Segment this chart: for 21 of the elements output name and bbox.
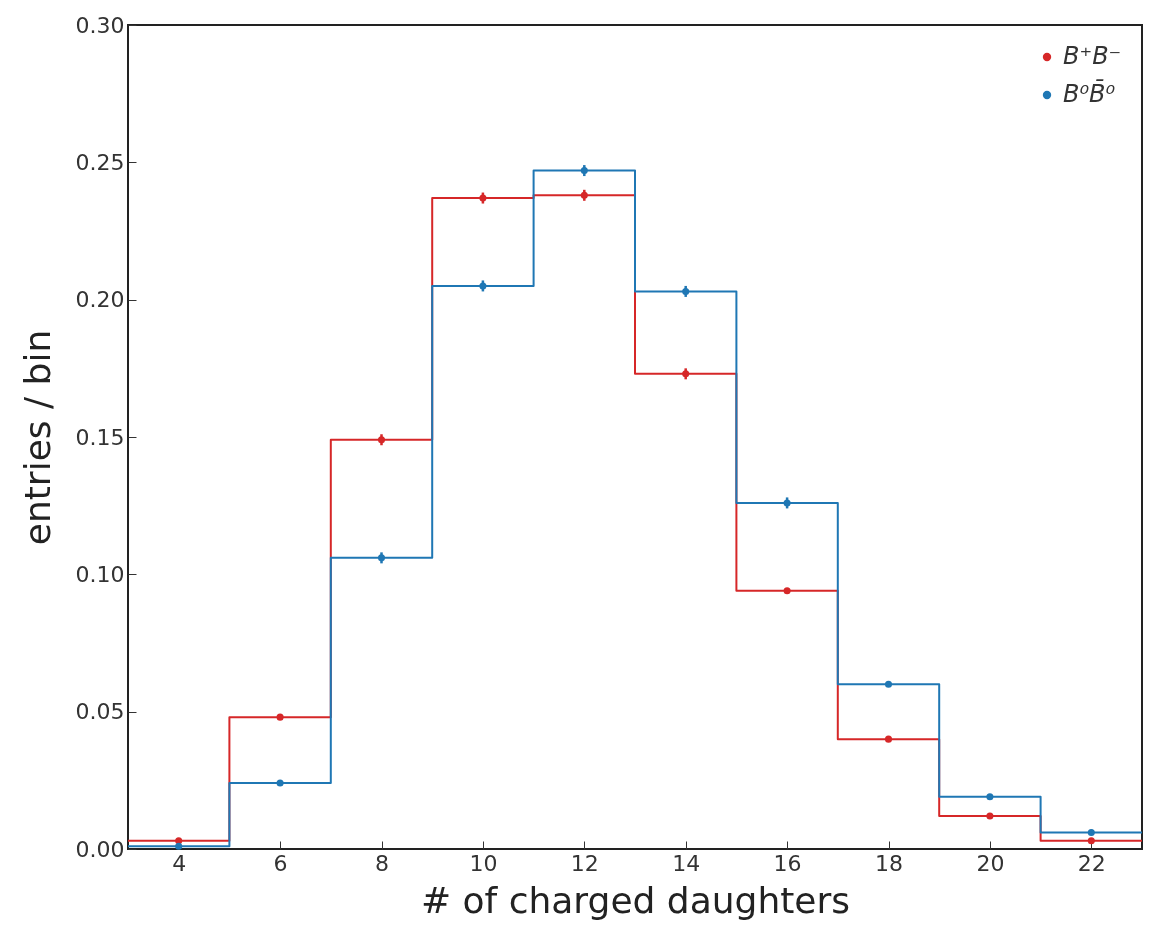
y-axis-title: entries / bin (16, 329, 58, 546)
x-tick-label: 16 (773, 850, 802, 876)
legend-label: B⁰B̄⁰ (1063, 78, 1116, 108)
y-tick-label: 0.25 (75, 149, 125, 175)
x-tick-label: 22 (1077, 850, 1106, 876)
y-tick-label: 0.10 (75, 561, 125, 587)
y-tick-label: 0.30 (75, 12, 125, 38)
x-tick-label: 4 (172, 850, 187, 876)
x-tick-label: 10 (469, 850, 498, 876)
x-tick-label: 12 (570, 850, 599, 876)
y-tick-label: 0.05 (75, 699, 125, 725)
y-tick-label: 0.20 (75, 287, 125, 313)
x-axis-title: # of charged daughters (420, 879, 851, 921)
legend-label: B⁺B⁻ (1063, 42, 1122, 70)
y-tick-label: 0.00 (75, 836, 125, 862)
x-tick-label: 6 (273, 850, 288, 876)
x-tick-label: 18 (875, 850, 903, 876)
x-tick-label: 8 (375, 850, 389, 876)
x-tick-label: 14 (672, 850, 701, 876)
x-tick-label: 20 (976, 850, 1005, 876)
y-tick-label: 0.15 (75, 424, 125, 450)
